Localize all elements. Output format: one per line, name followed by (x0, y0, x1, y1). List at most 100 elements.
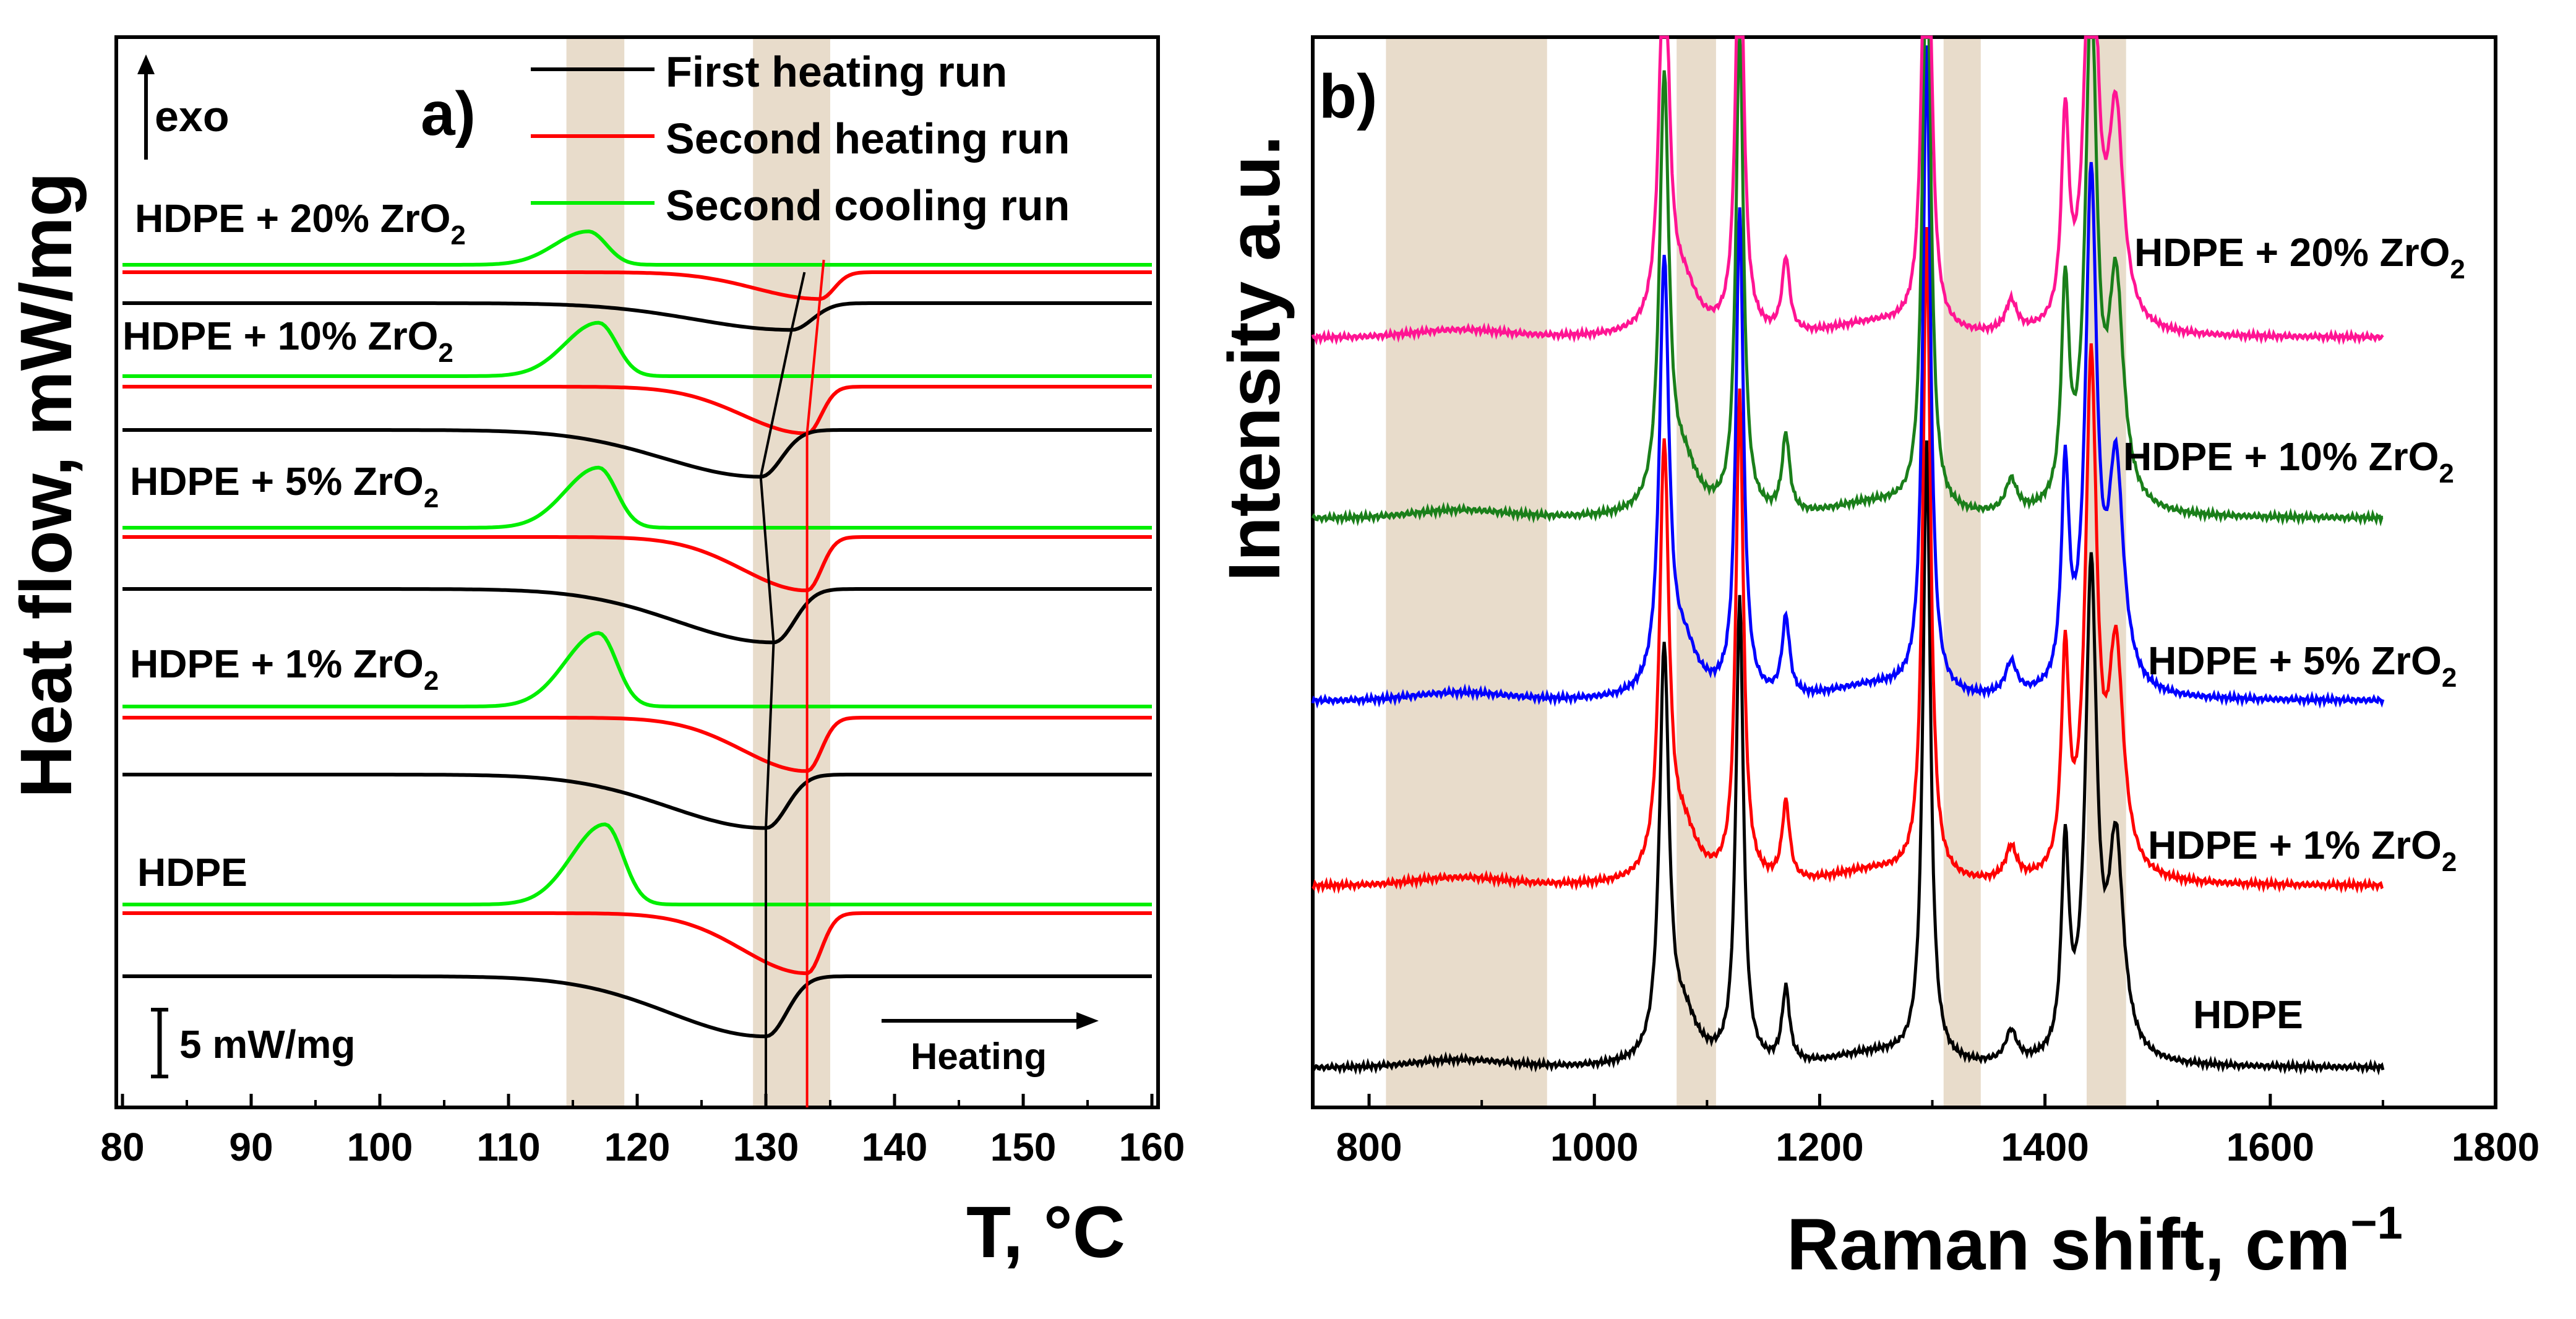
b-band-0 (1386, 37, 1547, 1107)
b-tick-label-3: 1400 (2001, 1125, 2089, 1169)
first-heating-curve-4 (122, 301, 1152, 332)
a-sample-label-3-main: HDPE + 10% ZrO (122, 314, 438, 358)
a-sample-label-0-main: HDPE (137, 850, 247, 895)
legend-first-heating: First heating run (666, 48, 1007, 96)
cooling-curve-1 (122, 631, 1152, 708)
a-sample-label-1-sub: 2 (424, 666, 439, 696)
a-sample-label-1-main: HDPE + 1% ZrO (130, 642, 424, 686)
a-x-axis-title: T, °C (966, 1192, 1125, 1273)
b-x-axis-title-sup: −1 (2350, 1197, 2402, 1248)
second-heating-curve-0 (122, 911, 1152, 976)
a-sample-label-4-sub: 2 (450, 220, 465, 251)
b-tick-label-0: 800 (1336, 1125, 1402, 1169)
a-x-ticks: 80 90 100 110 120 130 140 150 160 (100, 1094, 1185, 1169)
b-sample-label-0-main: HDPE (2193, 992, 2303, 1037)
b-sample-label-3-main: HDPE + 10% ZrO (2123, 434, 2439, 479)
b-sample-label-1: HDPE + 1% ZrO2 (2148, 823, 2457, 877)
a-tick-label-7: 150 (990, 1125, 1057, 1169)
exo-arrow-head (137, 54, 155, 74)
b-sample-label-1-main: HDPE + 1% ZrO (2148, 823, 2442, 867)
a-guide-red (805, 259, 825, 1107)
b-sample-label-1-sub: 2 (2442, 847, 2457, 877)
a-tick-label-2: 100 (347, 1125, 413, 1169)
b-sample-label-4-main: HDPE + 20% ZrO (2134, 230, 2450, 275)
first-heating-curve-0 (122, 974, 1152, 1039)
a-sample-label-2: HDPE + 5% ZrO2 (130, 459, 439, 513)
b-y-axis-title: Intensity a.u. (1214, 135, 1295, 582)
b-tick-label-5: 1800 (2452, 1125, 2540, 1169)
a-sample-label-3-sub: 2 (438, 338, 453, 368)
legend-second-heating: Second heating run (666, 114, 1070, 163)
heating-arrow-head (1076, 1012, 1099, 1029)
first-heating-curve-3 (122, 428, 1152, 479)
b-x-axis-title-text: Raman shift, cm (1787, 1204, 2350, 1286)
panel-b: 800 1000 1200 1400 1600 1800 HDPE HDPE + 1% Zr… (1214, 35, 2540, 1286)
b-tick-label-1: 1000 (1550, 1125, 1638, 1169)
b-sample-label-3-sub: 2 (2439, 458, 2454, 489)
a-sample-label-0: HDPE (137, 850, 247, 895)
exo-label: exo (155, 92, 230, 140)
b-sample-label-2: HDPE + 5% ZrO2 (2148, 638, 2457, 693)
second-heating-curve-2 (122, 535, 1152, 593)
first-heating-curve-1 (122, 773, 1152, 830)
raman-spectrum-2 (1311, 45, 2385, 709)
second-heating-curve-1 (122, 716, 1152, 773)
b-sample-label-2-main: HDPE + 5% ZrO (2148, 638, 2442, 683)
a-tick-label-8: 160 (1119, 1125, 1185, 1169)
b-x-axis-title: Raman shift, cm−1 (1787, 1197, 2403, 1286)
heating-arrow: Heating (882, 1012, 1099, 1077)
a-sample-label-3: HDPE + 10% ZrO2 (122, 314, 453, 368)
panel-a: 80 90 100 110 120 130 140 150 160 HDPE HDPE + 1% … (6, 35, 1185, 1273)
a-x-axis-title-text: T, °C (966, 1192, 1125, 1273)
b-sample-label-4: HDPE + 20% ZrO2 (2134, 230, 2465, 285)
raman-spectrum-0 (1311, 440, 2385, 1076)
b-panel-label: b) (1319, 62, 1377, 131)
a-sample-label-4-main: HDPE + 20% ZrO (135, 196, 450, 241)
a-curves (122, 229, 1152, 1039)
a-sample-label-4: HDPE + 20% ZrO2 (135, 196, 466, 251)
b-band-2 (1943, 37, 1981, 1107)
a-guide-lines (759, 259, 825, 1107)
cooling-curve-3 (122, 320, 1152, 378)
legend-second-cooling: Second cooling run (666, 181, 1070, 230)
b-sample-label-4-sub: 2 (2450, 254, 2465, 285)
cooling-curve-4 (122, 229, 1152, 267)
a-sample-label-2-main: HDPE + 5% ZrO (130, 459, 424, 504)
second-heating-curve-4 (122, 270, 1152, 301)
a-tick-label-4: 120 (604, 1125, 671, 1169)
second-heating-curve-3 (122, 385, 1152, 436)
b-highlight-bands (1386, 37, 2126, 1107)
b-sample-label-3: HDPE + 10% ZrO2 (2123, 434, 2454, 489)
heating-arrow-label: Heating (911, 1036, 1047, 1077)
b-x-ticks: 800 1000 1200 1400 1600 1800 (1336, 1094, 2540, 1169)
scale-bar: 5 mW/mg (151, 1008, 355, 1078)
a-guide-black (759, 272, 806, 1107)
b-tick-label-2: 1200 (1775, 1125, 1863, 1169)
a-tick-label-3: 110 (476, 1125, 540, 1169)
cooling-curve-0 (122, 822, 1152, 906)
a-sample-label-2-sub: 2 (424, 483, 439, 513)
a-tick-label-1: 90 (229, 1125, 273, 1169)
first-heating-curve-2 (122, 587, 1152, 645)
a-tick-label-6: 140 (862, 1125, 928, 1169)
cooling-curve-2 (122, 465, 1152, 530)
b-sample-label-2-sub: 2 (2442, 663, 2457, 693)
raman-spectrum-3 (1311, 35, 2384, 526)
b-spectra (1311, 35, 2385, 1076)
a-legend: First heating run Second heating run Sec… (531, 48, 1070, 230)
a-sample-label-1: HDPE + 1% ZrO2 (130, 642, 439, 696)
b-band-1 (1677, 37, 1716, 1107)
a-tick-label-0: 80 (100, 1125, 144, 1169)
a-panel-label: a) (421, 79, 476, 148)
b-tick-label-4: 1600 (2226, 1125, 2314, 1169)
scale-bar-label: 5 mW/mg (179, 1022, 355, 1067)
b-plot-frame (1311, 35, 2497, 1109)
raman-spectrum-4 (1311, 35, 2384, 346)
a-band-0 (566, 37, 625, 1107)
raman-spectrum-1 (1312, 227, 2384, 895)
a-tick-label-5: 130 (733, 1125, 799, 1169)
b-sample-label-0: HDPE (2193, 992, 2303, 1037)
